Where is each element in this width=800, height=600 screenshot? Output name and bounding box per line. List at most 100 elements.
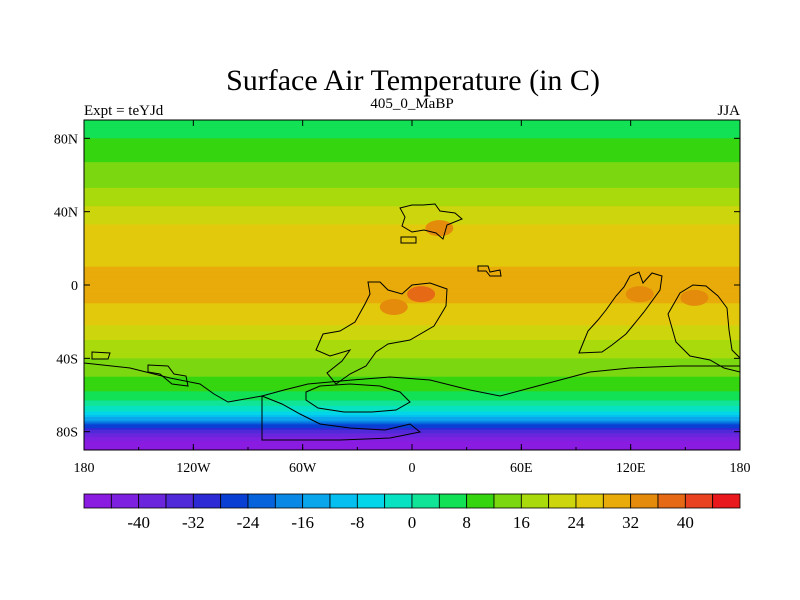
temperature-band <box>84 352 740 356</box>
temperature-band <box>84 186 740 189</box>
colorbar-label: -8 <box>350 513 364 532</box>
temperature-band <box>84 231 740 235</box>
hotspot <box>425 220 454 237</box>
x-tick-label: 60E <box>510 461 533 476</box>
chart-title: Surface Air Temperature (in C) <box>226 64 600 97</box>
temperature-band <box>84 420 740 424</box>
temperature-band <box>84 413 740 416</box>
colorbar-swatch <box>712 493 741 509</box>
temperature-band <box>84 272 740 275</box>
temperature-band <box>84 437 740 440</box>
temperature-band <box>84 334 740 337</box>
temperature-band <box>84 362 740 365</box>
temperature-band <box>84 391 740 394</box>
temperature-band <box>84 411 740 414</box>
temperature-band <box>84 307 740 310</box>
colorbar-swatch <box>602 493 632 509</box>
colorbar-label: 32 <box>622 513 639 532</box>
temperature-band <box>84 255 740 259</box>
x-tick-label: 180 <box>730 461 751 476</box>
colorbar-label: 16 <box>513 513 530 532</box>
temperature-band <box>84 387 740 391</box>
temperature-band <box>84 138 740 141</box>
temperature-band <box>84 277 740 281</box>
colorbar-swatch <box>630 493 659 509</box>
y-tick-label: 0 <box>71 279 78 294</box>
coastline-central-continent <box>315 281 448 385</box>
temperature-band <box>84 422 740 425</box>
colorbar-swatch <box>411 493 440 509</box>
temperature-band <box>84 132 740 136</box>
temperature-band <box>84 286 740 290</box>
coastline-southern-continent <box>84 362 740 450</box>
colorbar-label: -16 <box>291 513 314 532</box>
temperature-band <box>84 318 740 321</box>
temperature-band <box>84 145 740 149</box>
temperature-band <box>84 285 740 288</box>
temperature-band <box>84 380 740 383</box>
temperature-band <box>84 360 740 363</box>
temperature-band <box>84 206 740 209</box>
temperature-band <box>84 228 740 231</box>
temperature-band <box>84 312 740 315</box>
colorbar-swatch <box>657 493 686 509</box>
temperature-band <box>84 202 740 205</box>
temperature-band <box>84 230 740 233</box>
temperature-band <box>84 330 740 334</box>
hotspot <box>625 286 654 303</box>
temperature-band <box>84 358 740 361</box>
temperature-band <box>84 220 740 224</box>
temperature-band <box>84 153 740 156</box>
temperature-band <box>84 162 740 165</box>
temperature-band <box>84 415 740 418</box>
temperature-band <box>84 365 740 369</box>
temperature-band <box>84 244 740 248</box>
colorbar-swatch <box>83 493 112 509</box>
temperature-band <box>84 160 740 163</box>
temperature-band <box>84 433 740 436</box>
temperature-band <box>84 176 740 180</box>
temperature-band <box>84 175 740 178</box>
coastline-layer <box>84 203 740 450</box>
temperature-band <box>84 211 740 215</box>
colorbar-swatch <box>356 493 386 509</box>
coastline-west-inlet <box>91 351 111 360</box>
temperature-band <box>84 149 740 152</box>
temperature-band <box>84 173 740 176</box>
y-tick-label: 80S <box>56 426 78 441</box>
temperature-band <box>84 426 740 429</box>
x-tick-label: 0 <box>409 461 416 476</box>
coastline-small-island <box>400 236 417 244</box>
temperature-band <box>84 171 740 174</box>
temperature-band <box>84 180 740 183</box>
colorbar-swatch <box>247 493 276 509</box>
temperature-band <box>84 325 740 328</box>
temperature-band <box>84 371 740 374</box>
temperature-band <box>84 208 740 211</box>
temperature-band <box>84 142 740 145</box>
temperature-band <box>84 336 740 339</box>
temperature-band <box>84 237 740 240</box>
temperature-band <box>84 332 740 336</box>
temperature-band <box>84 167 740 171</box>
colorbar-swatch <box>466 493 495 509</box>
temperature-band <box>84 275 740 279</box>
subtitle-center: 405_0_MaBP <box>370 96 453 112</box>
temperature-band <box>84 384 740 387</box>
temperature-band <box>84 440 740 444</box>
colorbar-swatch <box>138 493 167 509</box>
plot-area <box>84 120 740 450</box>
temperature-band <box>84 308 740 312</box>
temperature-band <box>84 224 740 227</box>
temperature-band <box>84 140 740 143</box>
temperature-band <box>84 382 740 385</box>
x-tick-label: 180 <box>74 461 95 476</box>
temperature-band <box>84 347 740 350</box>
temperature-band <box>84 393 740 396</box>
colorbar-label: 8 <box>462 513 471 532</box>
colorbar-swatch <box>165 493 194 509</box>
temperature-band <box>84 431 740 435</box>
coastline-east-landmass <box>578 271 663 354</box>
temperature-band <box>84 406 740 409</box>
